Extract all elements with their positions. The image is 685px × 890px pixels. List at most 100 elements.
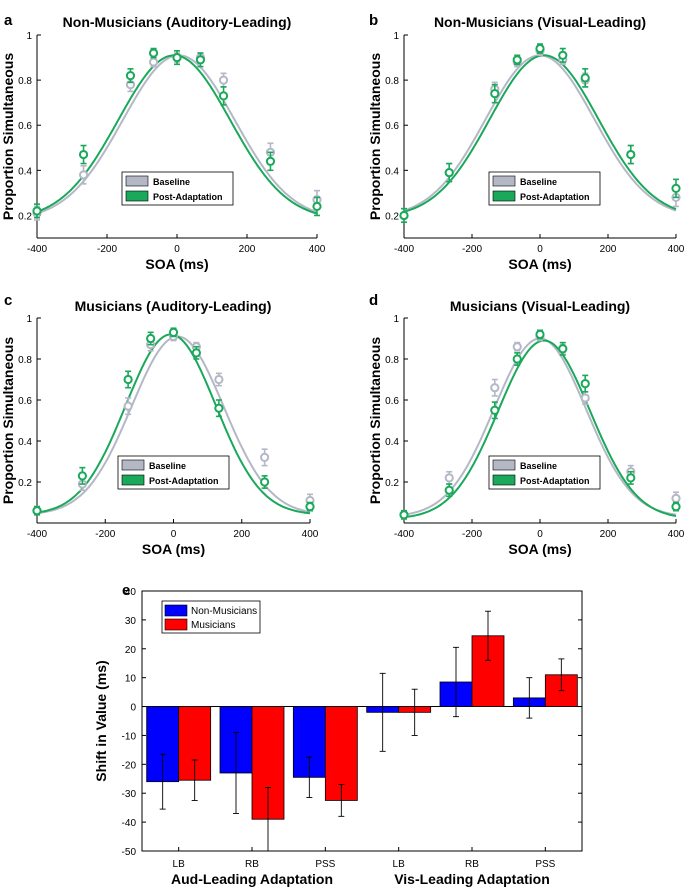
legend-label: Post-Adaptation [520, 476, 590, 486]
data-point-baseline [671, 493, 681, 503]
data-point-baseline [260, 452, 270, 462]
y-tick-label: 0.4 [385, 166, 399, 177]
legend-swatch-post-adaptation [492, 190, 516, 202]
legend-swatch-baseline [121, 459, 145, 471]
data-point-post-adaptation [490, 89, 500, 99]
y-tick-label: 0.2 [385, 211, 399, 222]
data-point-post-adaptation [265, 156, 276, 166]
y-tick-label: 0.4 [18, 166, 32, 177]
y-tick-label: 1 [393, 314, 399, 325]
y-axis-label: Proportion Simultaneous [367, 337, 383, 504]
x-axis-label: SOA (ms) [145, 256, 208, 272]
data-point-post-adaptation [32, 506, 42, 516]
panel-letter: a [4, 12, 13, 29]
panel-a: a Non-Musicians (Auditory-Leading) -400 -20… [0, 12, 326, 272]
data-point-post-adaptation [218, 91, 229, 101]
legend-label: Baseline [520, 461, 557, 471]
y-tick-label: 40 [125, 587, 137, 598]
y-tick-label: 0.4 [18, 437, 32, 448]
x-tick-label: 200 [600, 244, 617, 255]
legend-label: Post-Adaptation [153, 192, 223, 202]
legend-label: Post-Adaptation [520, 192, 590, 202]
y-tick-label: 0.2 [18, 478, 32, 489]
x-axis-label: SOA (ms) [508, 256, 571, 272]
data-point-post-adaptation [168, 327, 179, 337]
bar-musicians [178, 706, 212, 781]
y-tick-label: -30 [122, 789, 137, 800]
data-point-post-adaptation [399, 210, 409, 221]
legend-swatch-baseline [492, 459, 516, 471]
panel-letter: b [369, 12, 378, 29]
data-point-baseline [218, 75, 229, 85]
x-tick-label: -400 [27, 529, 47, 540]
y-tick-label: 0.8 [385, 76, 399, 87]
legend-label: Baseline [520, 177, 557, 187]
y-axis-label: Shift in Value (ms) [93, 660, 109, 781]
x-tick-label: -400 [394, 529, 414, 540]
legend-swatch-post-adaptation [125, 190, 149, 202]
data-point-post-adaptation [671, 183, 681, 193]
y-tick-label: 1 [393, 31, 399, 42]
panel-letter: e [122, 582, 130, 599]
y-axis-label: Proportion Simultaneous [0, 53, 16, 220]
panel-c: c Musicians (Auditory-Leading) -400 -200 0 20… [0, 292, 319, 557]
x-tick-label: 200 [233, 529, 250, 540]
x-axis-label: SOA (ms) [508, 541, 571, 557]
x-axis-label: SOA (ms) [142, 541, 205, 557]
data-point-post-adaptation [305, 502, 315, 512]
panel-letter: d [369, 292, 378, 309]
data-point-post-adaptation [123, 374, 133, 385]
x-tick-label: RB [245, 859, 259, 870]
legend-swatch-non-musicians [164, 604, 188, 617]
y-tick-label: 0.4 [385, 437, 399, 448]
y-tick-label: 0.8 [385, 355, 399, 366]
data-point-baseline [214, 374, 224, 385]
x-tick-label: LB [173, 859, 186, 870]
data-point-post-adaptation [535, 329, 545, 339]
data-point-post-adaptation [626, 149, 636, 160]
data-point-post-adaptation [558, 344, 568, 354]
data-point-post-adaptation [312, 201, 322, 212]
data-point-baseline [580, 393, 590, 403]
y-tick-label: 0.2 [18, 211, 32, 222]
data-point-baseline [78, 170, 89, 180]
data-point-baseline [490, 383, 500, 393]
legend-label: Post-Adaptation [149, 476, 219, 486]
y-tick-label: -10 [122, 731, 137, 742]
x-tick-label: 400 [309, 244, 326, 255]
data-point-post-adaptation [172, 52, 182, 63]
y-tick-label: 1 [26, 31, 32, 42]
x-tick-label: 400 [302, 529, 319, 540]
legend-label: Musicians [191, 620, 235, 631]
panel-e: e -50 -40 -30 -20 -10 0 10 20 30 40 Shift in Value … [93, 582, 583, 887]
y-tick-label: 0.6 [18, 396, 32, 407]
x-tick-label: 200 [239, 244, 256, 255]
x-tick-label: 400 [668, 529, 685, 540]
data-point-post-adaptation [148, 48, 159, 58]
chart-title: Musicians (Auditory-Leading) [75, 298, 272, 314]
panel-letter: c [4, 292, 12, 309]
y-tick-label: -20 [122, 760, 137, 771]
data-point-post-adaptation [191, 348, 201, 358]
data-point-post-adaptation [125, 71, 136, 81]
y-tick-label: 0.8 [18, 76, 32, 87]
data-point-post-adaptation [580, 73, 590, 83]
data-point-post-adaptation [444, 485, 454, 495]
data-point-post-adaptation [512, 354, 522, 364]
legend-swatch-musicians [164, 618, 188, 631]
data-point-post-adaptation [626, 473, 636, 483]
y-tick-label: 0.6 [385, 396, 399, 407]
x-tick-label: -200 [97, 244, 117, 255]
x-tick-label: 0 [171, 529, 177, 540]
x-tick-label: LB [393, 859, 406, 870]
x-tick-label: -200 [462, 529, 482, 540]
data-point-post-adaptation [32, 206, 42, 216]
data-point-baseline [444, 473, 454, 483]
data-point-post-adaptation [535, 43, 545, 54]
data-point-post-adaptation [580, 379, 590, 389]
legend-label: Non-Musicians [191, 606, 257, 617]
y-tick-label: 30 [125, 616, 137, 627]
chart-title: Non-Musicians (Visual-Leading) [434, 14, 646, 30]
panel-d: d Musicians (Visual-Leading) -400 -200 0 200 4… [367, 292, 685, 557]
